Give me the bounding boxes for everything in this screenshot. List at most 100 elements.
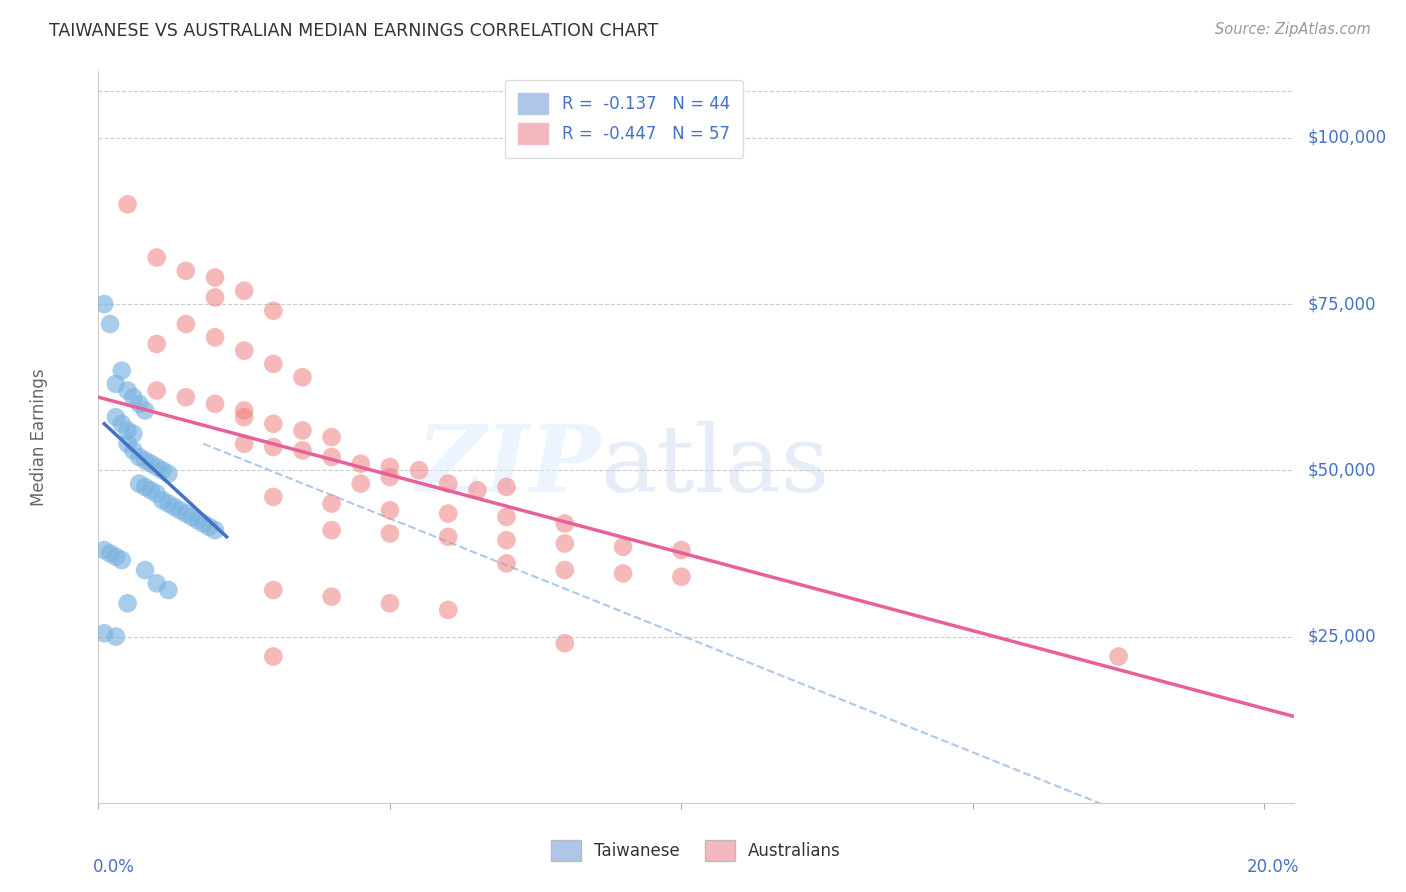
Point [174, 264, 197, 278]
Point [169, 503, 191, 517]
Text: 20.0%: 20.0% [1247, 858, 1299, 876]
Point [671, 543, 693, 558]
Point [612, 540, 634, 554]
Point [128, 476, 150, 491]
Text: $25,000: $25,000 [1308, 628, 1376, 646]
Point [378, 460, 401, 475]
Point [117, 197, 139, 211]
Point [174, 390, 197, 404]
Text: $75,000: $75,000 [1308, 295, 1376, 313]
Point [163, 500, 186, 514]
Point [117, 384, 139, 398]
Point [117, 436, 139, 450]
Point [145, 460, 167, 475]
Point [467, 483, 489, 498]
Point [174, 507, 197, 521]
Point [134, 403, 156, 417]
Point [262, 490, 284, 504]
Point [104, 410, 127, 425]
Point [98, 546, 121, 560]
Point [291, 443, 314, 458]
Point [233, 343, 256, 358]
Point [233, 436, 256, 450]
Point [495, 557, 517, 571]
Point [134, 453, 156, 467]
Point [437, 530, 460, 544]
Point [157, 497, 180, 511]
Point [495, 533, 517, 548]
Point [554, 516, 576, 531]
Point [321, 523, 343, 537]
Point [198, 520, 221, 534]
Point [193, 516, 215, 531]
Point [554, 563, 576, 577]
Point [554, 636, 576, 650]
Point [321, 497, 343, 511]
Text: Median Earnings: Median Earnings [30, 368, 48, 506]
Point [262, 582, 284, 597]
Point [157, 582, 180, 597]
Point [186, 513, 208, 527]
Point [111, 417, 134, 431]
Point [291, 370, 314, 384]
Point [139, 457, 162, 471]
Text: atlas: atlas [600, 421, 830, 511]
Text: 0.0%: 0.0% [93, 858, 135, 876]
Point [111, 553, 134, 567]
Text: $100,000: $100,000 [1308, 128, 1386, 147]
Text: ZIP: ZIP [416, 421, 600, 511]
Point [204, 397, 226, 411]
Point [321, 430, 343, 444]
Point [262, 417, 284, 431]
Point [93, 297, 115, 311]
Point [378, 503, 401, 517]
Point [495, 509, 517, 524]
Point [378, 526, 401, 541]
Point [408, 463, 430, 477]
Point [152, 463, 174, 477]
Point [157, 467, 180, 481]
Point [145, 384, 167, 398]
Point [554, 536, 576, 550]
Point [262, 649, 284, 664]
Point [204, 290, 226, 304]
Point [204, 330, 226, 344]
Point [1108, 649, 1130, 664]
Point [233, 403, 256, 417]
Point [122, 390, 145, 404]
Point [134, 563, 156, 577]
Text: $50,000: $50,000 [1308, 461, 1376, 479]
Point [262, 440, 284, 454]
Point [128, 450, 150, 464]
Point [233, 410, 256, 425]
Point [437, 603, 460, 617]
Point [122, 443, 145, 458]
Point [378, 596, 401, 610]
Point [437, 476, 460, 491]
Point [145, 337, 167, 351]
Point [291, 424, 314, 438]
Point [145, 486, 167, 500]
Point [111, 363, 134, 377]
Point [104, 549, 127, 564]
Point [612, 566, 634, 581]
Point [671, 570, 693, 584]
Legend: Taiwanese, Australians: Taiwanese, Australians [544, 833, 848, 868]
Point [174, 317, 197, 331]
Point [98, 317, 121, 331]
Point [437, 507, 460, 521]
Point [134, 480, 156, 494]
Point [139, 483, 162, 498]
Point [93, 543, 115, 558]
Point [117, 596, 139, 610]
Point [180, 509, 202, 524]
Point [204, 523, 226, 537]
Point [104, 376, 127, 391]
Point [378, 470, 401, 484]
Point [145, 251, 167, 265]
Point [495, 480, 517, 494]
Point [262, 303, 284, 318]
Point [152, 493, 174, 508]
Point [93, 626, 115, 640]
Point [117, 424, 139, 438]
